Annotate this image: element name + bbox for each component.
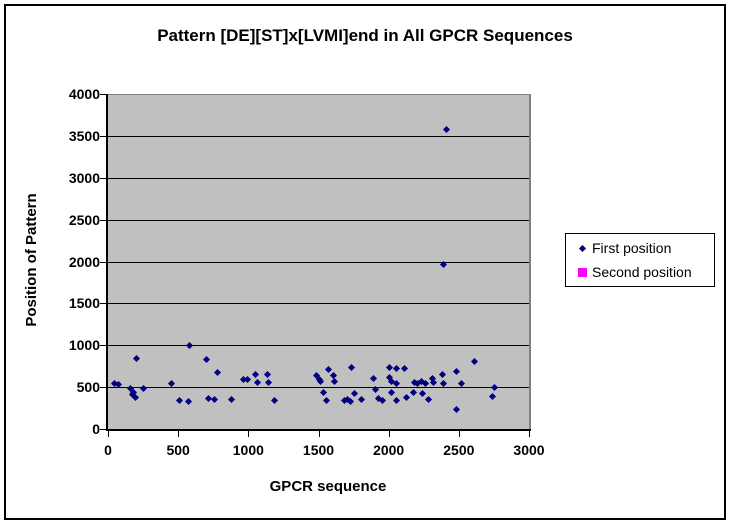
x-tick-1000 xyxy=(248,431,250,437)
y-tick-label-3000: 3000 xyxy=(68,169,100,186)
x-tick-2500 xyxy=(458,431,460,437)
x-tick-label-2500: 2500 xyxy=(443,442,475,458)
x-tick-label-0: 0 xyxy=(104,442,112,458)
legend: First position Second position xyxy=(565,233,715,287)
y-tick-3000 xyxy=(100,177,106,179)
y-tick-label-4000: 4000 xyxy=(68,86,100,102)
x-axis-title: GPCR sequence xyxy=(269,478,387,495)
x-axis-line xyxy=(106,429,531,431)
x-tick-3000 xyxy=(529,431,530,437)
x-tick-label-2000: 2000 xyxy=(373,442,405,458)
y-tick-label-1000: 1000 xyxy=(68,337,100,354)
x-tick-label-1500: 1500 xyxy=(302,442,335,458)
x-tick-1500 xyxy=(318,431,320,437)
y-tick-0 xyxy=(100,429,106,430)
y-tick-label-2000: 2000 xyxy=(68,253,100,270)
gridline-y-2000 xyxy=(108,261,529,263)
x-tick-label-500: 500 xyxy=(166,442,190,458)
gridline-y-2500 xyxy=(108,219,529,221)
chart-title: Pattern [DE][ST]x[LVMI]end in All GPCR S… xyxy=(157,26,573,45)
x-tick-0 xyxy=(108,431,109,437)
chart: Pattern [DE][ST]x[LVMI]end in All GPCR S… xyxy=(4,4,726,520)
y-tick-2500 xyxy=(100,219,106,221)
x-tick-500 xyxy=(178,431,180,437)
y-tick-1000 xyxy=(100,345,106,347)
legend-item-second-position: Second position xyxy=(572,261,714,283)
y-axis-line xyxy=(106,94,108,431)
gridline-y-500 xyxy=(108,387,529,389)
y-tick-label-1500: 1500 xyxy=(68,295,100,312)
second-position-square-icon xyxy=(572,267,592,277)
gridline-y-3000 xyxy=(108,177,529,179)
x-tick-2000 xyxy=(388,431,390,437)
gridline-y-3500 xyxy=(108,135,529,137)
legend-item-first-position: First position xyxy=(572,237,714,259)
gridline-y-1500 xyxy=(108,303,529,305)
y-tick-label-2500: 2500 xyxy=(68,211,100,228)
legend-label-first-position: First position xyxy=(592,240,672,256)
y-tick-500 xyxy=(100,387,106,389)
y-tick-label-0: 0 xyxy=(92,421,100,437)
first-position-diamond-icon xyxy=(572,244,592,252)
legend-label-second-position: Second position xyxy=(592,264,692,280)
x-tick-label-3000: 3000 xyxy=(513,442,545,458)
y-tick-2000 xyxy=(100,261,106,263)
y-tick-3500 xyxy=(100,135,106,137)
gridline-y-1000 xyxy=(108,345,529,347)
y-tick-1500 xyxy=(100,303,106,305)
y-tick-4000 xyxy=(100,94,106,95)
x-tick-label-1000: 1000 xyxy=(232,442,264,458)
y-tick-label-3500: 3500 xyxy=(68,127,100,144)
y-tick-label-500: 500 xyxy=(76,379,100,396)
